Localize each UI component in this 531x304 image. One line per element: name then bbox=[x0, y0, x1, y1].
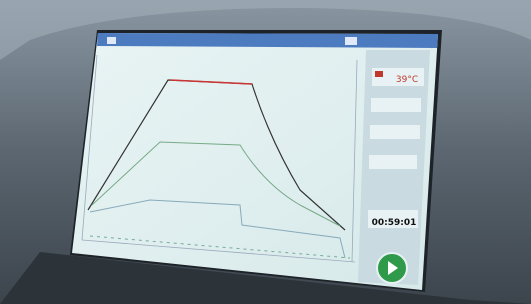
temp-icon bbox=[375, 71, 383, 77]
temperature: 39°C bbox=[396, 75, 418, 85]
page: 39°C 00:59:01 (() => { const data = JSON… bbox=[0, 0, 531, 304]
panel-row bbox=[369, 155, 417, 169]
side-panel: 39°C 00:59:01 bbox=[358, 50, 430, 285]
home-icon[interactable] bbox=[107, 37, 116, 44]
menu-icon[interactable] bbox=[345, 37, 357, 45]
timer: 00:59:01 bbox=[372, 218, 417, 228]
top-bar bbox=[97, 33, 438, 48]
panel-row bbox=[370, 125, 420, 139]
device-photo: 39°C 00:59:01 bbox=[0, 0, 531, 304]
panel-row bbox=[371, 98, 421, 112]
